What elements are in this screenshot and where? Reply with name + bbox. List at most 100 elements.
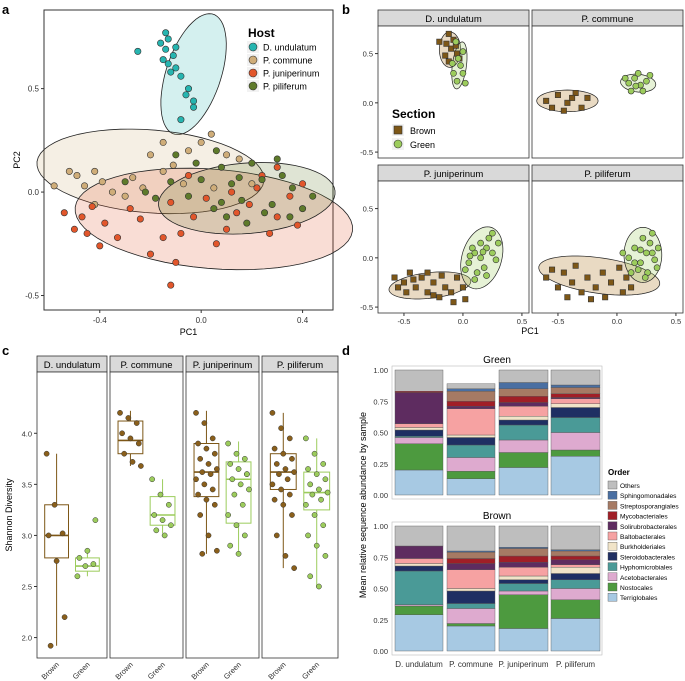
bar-segment-hyphomicrobiales — [550, 417, 601, 433]
point-d-undulatum — [190, 103, 198, 111]
bar-segment-mycobacteriales — [550, 393, 601, 398]
bar-segment-baltobacterales — [394, 558, 444, 564]
point-brown — [119, 430, 125, 437]
point-brown — [291, 565, 297, 571]
point-brown — [278, 425, 284, 432]
point-p-piliferum — [309, 192, 317, 200]
y-tick-label: 1.00 — [373, 366, 388, 375]
point-green — [454, 55, 462, 62]
point-green — [233, 522, 240, 529]
y-tick-label: 0.5 — [363, 205, 373, 214]
y-tick-label: 0.5 — [363, 50, 373, 59]
bar-segment-terriglobales — [446, 478, 496, 496]
y-tick-label: 0.00 — [373, 491, 388, 500]
facet-d-undulatum: D. undulatum Brown Green — [36, 355, 108, 681]
point-green — [466, 252, 474, 260]
box-brown — [117, 420, 144, 455]
point-brown — [133, 420, 140, 426]
point-green — [651, 256, 658, 264]
point-green — [320, 522, 327, 529]
facet-green: Green 0.00 0.25 0.50 0.75 1.00 — [373, 355, 603, 500]
point-d-undulatum — [134, 47, 142, 55]
bar-segment-burkholderiales — [446, 434, 496, 438]
point-green — [90, 561, 97, 567]
x-tick-label: P. juniperinum — [498, 660, 548, 669]
x-tick-label: Brown — [189, 660, 210, 681]
point-green — [639, 234, 647, 242]
bar-segment-baltobacterales — [498, 567, 549, 577]
x-tick-label: D. undulatum — [395, 660, 443, 669]
bar-segment-burkholderiales — [394, 427, 444, 431]
point-green — [161, 532, 168, 539]
point-green — [235, 550, 242, 557]
point-p-juniperinum — [88, 203, 96, 211]
legend-key-hyphomicrobiales — [607, 562, 618, 571]
point-brown — [271, 445, 278, 452]
point-d-undulatum — [182, 91, 190, 99]
point-brown — [418, 274, 425, 281]
legend-key-streptosporangiales — [607, 501, 618, 510]
point-p-piliferum — [286, 213, 294, 221]
point-brown — [193, 410, 199, 416]
point-green — [479, 248, 487, 256]
legend-label: P. piliferum — [263, 82, 307, 92]
point-green — [307, 481, 314, 488]
point-p-commune — [185, 147, 193, 155]
point-brown — [436, 38, 443, 45]
point-p-commune — [159, 167, 167, 175]
point-brown — [214, 547, 220, 554]
legend-title: Host — [248, 26, 275, 40]
point-green — [303, 501, 309, 508]
x-tick-label: Green — [71, 660, 92, 681]
point-brown — [211, 501, 218, 508]
point-green — [649, 249, 656, 257]
bar-segment-streptosporangiales — [550, 550, 601, 557]
x-tick-label: P. commune — [449, 660, 493, 669]
point-p-juniperinum — [233, 209, 241, 217]
legend-label: Terriglobales — [620, 595, 658, 602]
point-brown — [623, 274, 630, 281]
x-tick-label: Green — [222, 660, 243, 681]
legend-label: Hyphomicrobiales — [620, 565, 673, 572]
point-brown — [459, 284, 466, 291]
point-green — [225, 440, 231, 447]
point-brown — [197, 455, 204, 462]
point-brown — [129, 459, 136, 465]
point-p-commune — [159, 138, 167, 146]
y-tick-label: 2.5 — [22, 583, 32, 592]
point-green — [631, 259, 638, 267]
point-brown — [269, 410, 276, 416]
point-green — [311, 512, 318, 518]
point-green — [231, 491, 238, 498]
point-p-piliferum — [217, 163, 225, 171]
point-brown — [207, 471, 214, 477]
x-tick-label: 0.0 — [196, 316, 208, 325]
x-tick-label: Brown — [266, 660, 287, 681]
point-green — [225, 512, 231, 518]
point-green — [653, 264, 661, 271]
point-p-piliferum — [235, 174, 243, 182]
bar-segment-solirubrobacterales — [446, 406, 496, 409]
point-brown — [269, 481, 276, 488]
legend-key-d-undulatum — [248, 42, 258, 52]
point-d-undulatum — [167, 68, 175, 76]
bar-segment-solirubrobacterales — [550, 559, 601, 565]
point-green — [153, 527, 160, 534]
point-green — [634, 69, 642, 77]
point-brown — [193, 476, 199, 483]
bar-segment-acetobacterales — [394, 437, 444, 444]
point-brown — [273, 461, 280, 467]
legend-key-brown — [393, 125, 403, 135]
point-d-undulatum — [190, 97, 198, 105]
y-tick-label: 2.0 — [22, 634, 32, 643]
bar-segment-streptosporangiales — [446, 391, 496, 402]
legend-label: D. undulatum — [263, 43, 317, 53]
facet-p-piliferum: P. piliferum -0.5 0.0 0.5 — [531, 164, 684, 326]
point-green — [235, 466, 242, 472]
point-green — [480, 264, 488, 271]
point-green — [227, 542, 234, 549]
bar-segment-nostocales — [550, 449, 601, 457]
legend-key-p-juniperinum — [248, 68, 258, 78]
bar-segment-solirubrobacterales — [498, 562, 549, 568]
point-p-piliferum — [210, 205, 218, 213]
